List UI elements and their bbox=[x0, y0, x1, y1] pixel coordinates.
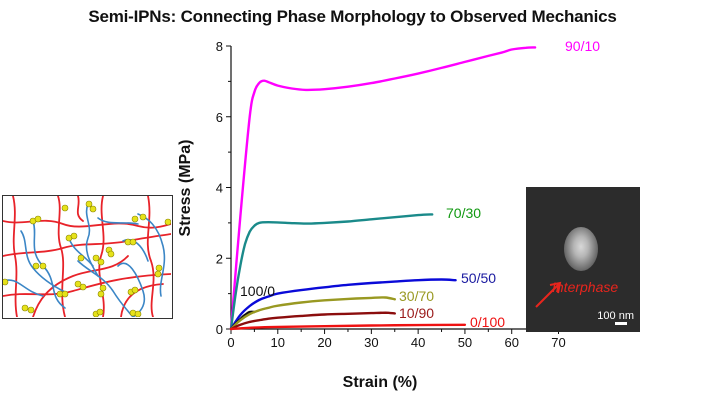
series-group bbox=[229, 46, 537, 331]
figure-title: Semi-IPNs: Connecting Phase Morphology t… bbox=[88, 7, 617, 26]
x-tick-label: 30 bbox=[364, 335, 378, 350]
axes: 0 10 20 30 40 50 60 70 0 2 4 6 8 bbox=[216, 39, 583, 350]
series-label-50-50: 50/50 bbox=[461, 270, 496, 286]
series-line-70-30 bbox=[229, 213, 434, 331]
network-schematic-inset bbox=[1, 195, 173, 319]
y-tick-label: 0 bbox=[216, 322, 223, 337]
x-tick-label: 70 bbox=[551, 335, 565, 350]
x-axis-label: Strain (%) bbox=[342, 374, 418, 391]
x-tick-label: 20 bbox=[317, 335, 331, 350]
interphase-label: Interphase bbox=[552, 279, 619, 295]
y-tick-label: 4 bbox=[216, 181, 223, 196]
y-tick-label: 6 bbox=[216, 110, 223, 125]
series-line-30-70 bbox=[229, 296, 396, 331]
series-line-0-100 bbox=[229, 323, 467, 331]
scale-bar bbox=[615, 322, 627, 325]
series-line-50-50 bbox=[229, 278, 457, 331]
network-schematic-icon bbox=[1, 195, 172, 318]
x-tick-label: 50 bbox=[458, 335, 472, 350]
series-label-10-90: 10/90 bbox=[399, 305, 434, 321]
series-label-100-0: 100/0 bbox=[240, 283, 275, 299]
interphase-arrow-icon bbox=[535, 281, 562, 308]
y-tick-label: 2 bbox=[216, 251, 223, 266]
series-label-70-30: 70/30 bbox=[446, 205, 481, 221]
x-tick-label: 0 bbox=[227, 335, 234, 350]
scale-bar-label: 100 nm bbox=[597, 310, 634, 322]
y-axis-label: Stress (MPa) bbox=[177, 139, 194, 237]
series-line-90-10 bbox=[229, 46, 537, 331]
x-tick-label: 40 bbox=[411, 335, 425, 350]
x-tick-label: 10 bbox=[271, 335, 285, 350]
series-label-90-10: 90/10 bbox=[565, 38, 600, 54]
x-tick-label: 60 bbox=[504, 335, 518, 350]
series-labels-group: 90/10 70/30 50/50 100/0 30/70 10/90 0/10… bbox=[240, 38, 600, 330]
phase-domain-blob bbox=[564, 227, 598, 271]
series-label-30-70: 30/70 bbox=[399, 288, 434, 304]
y-tick-label: 8 bbox=[216, 39, 223, 54]
series-label-0-100: 0/100 bbox=[470, 314, 505, 330]
series-line-10-90 bbox=[229, 311, 396, 331]
tem-micrograph-inset: Interphase 100 nm bbox=[526, 187, 640, 332]
